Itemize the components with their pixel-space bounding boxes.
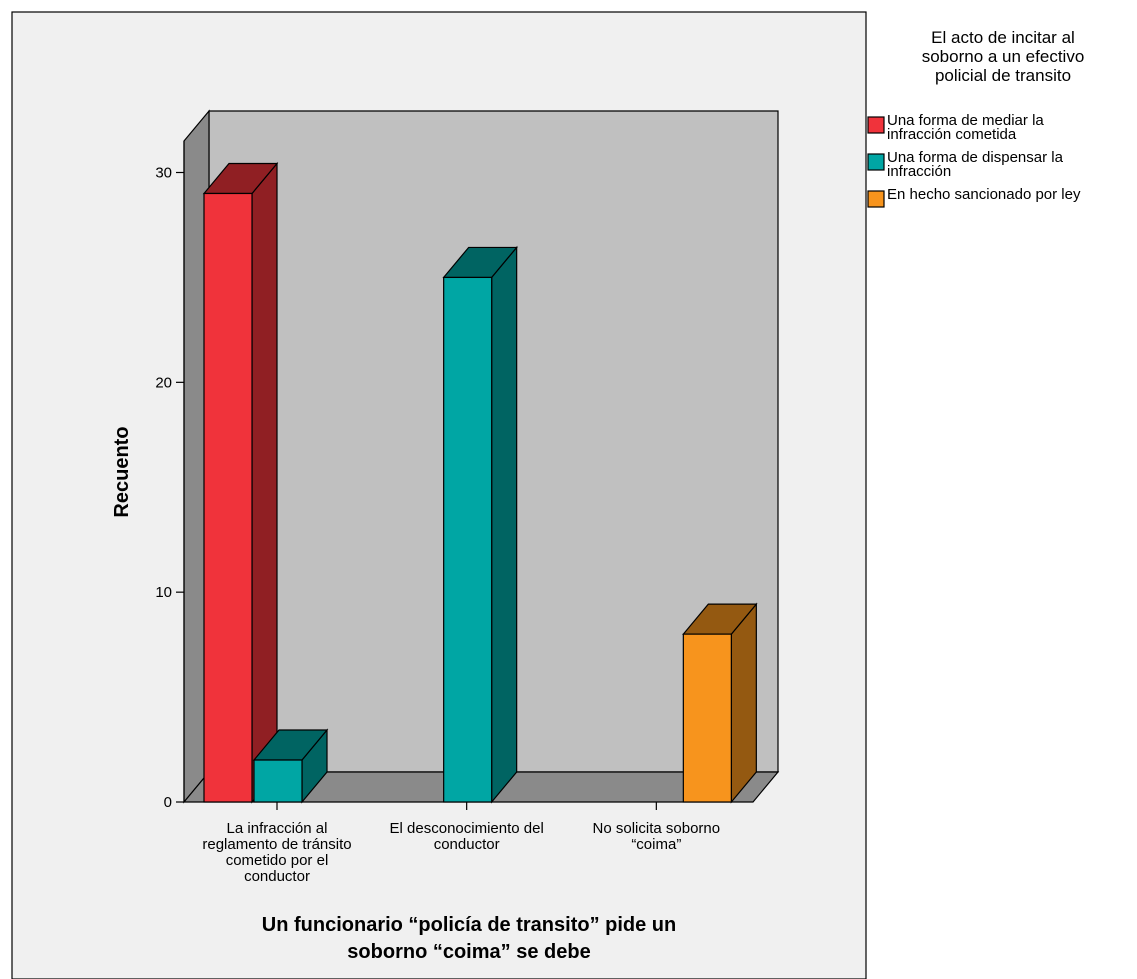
- x-tick-label: conductor: [244, 868, 310, 885]
- legend-label: infracción: [887, 163, 951, 180]
- x-tick-label: “coima”: [631, 836, 681, 853]
- legend-swatch: [867, 116, 885, 134]
- y-tick-label: 20: [155, 374, 172, 391]
- bar: [442, 245, 518, 804]
- x-tick-label: No solicita soborno: [593, 820, 721, 837]
- bar-front-face: [443, 276, 493, 803]
- y-axis-title: Recuento: [111, 426, 133, 517]
- legend-label: infracción cometida: [887, 126, 1017, 143]
- bars: [202, 161, 758, 804]
- x-axis-title-line: soborno “coima” se debe: [347, 941, 590, 963]
- legend-label: Una forma de mediar la: [887, 112, 1044, 129]
- y-tick-label: 10: [155, 584, 172, 601]
- bar: [252, 728, 329, 804]
- x-tick-label: La infracción al: [227, 820, 328, 837]
- bar: [682, 602, 758, 804]
- legend-title: soborno a un efectivo: [922, 47, 1085, 66]
- legend-item: En hecho sancionado por ley: [867, 186, 1081, 208]
- legend-swatch: [867, 153, 885, 171]
- bar-side-face: [730, 602, 757, 804]
- x-tick-label: cometido por el: [226, 852, 329, 869]
- legend-label: En hecho sancionado por ley: [887, 186, 1081, 203]
- x-tick-label: conductor: [434, 836, 500, 853]
- x-axis-title-line: Un funcionario “policía de transito” pid…: [262, 914, 676, 936]
- x-tick-label: reglamento de tránsito: [202, 836, 351, 853]
- y-tick-label: 30: [155, 165, 172, 182]
- legend-swatch: [867, 190, 885, 208]
- x-ticks: [276, 802, 657, 810]
- legend-title: policial de transito: [935, 66, 1071, 85]
- y-tick-label: 0: [164, 794, 172, 811]
- x-tick-label: El desconocimiento del: [390, 820, 544, 837]
- legend-title: El acto de incitar al: [931, 28, 1075, 47]
- bar: [202, 161, 279, 804]
- bar-front-face: [203, 192, 253, 803]
- x-axis-title: Un funcionario “policía de transito” pid…: [262, 914, 676, 963]
- y-ticks: 0 10 20 30: [155, 165, 184, 811]
- bar-front-face: [253, 759, 303, 803]
- bar-side-face: [491, 245, 518, 804]
- bar-front-face: [682, 633, 732, 803]
- legend-label: Una forma de dispensar la: [887, 149, 1064, 166]
- bar-side-face: [251, 161, 278, 804]
